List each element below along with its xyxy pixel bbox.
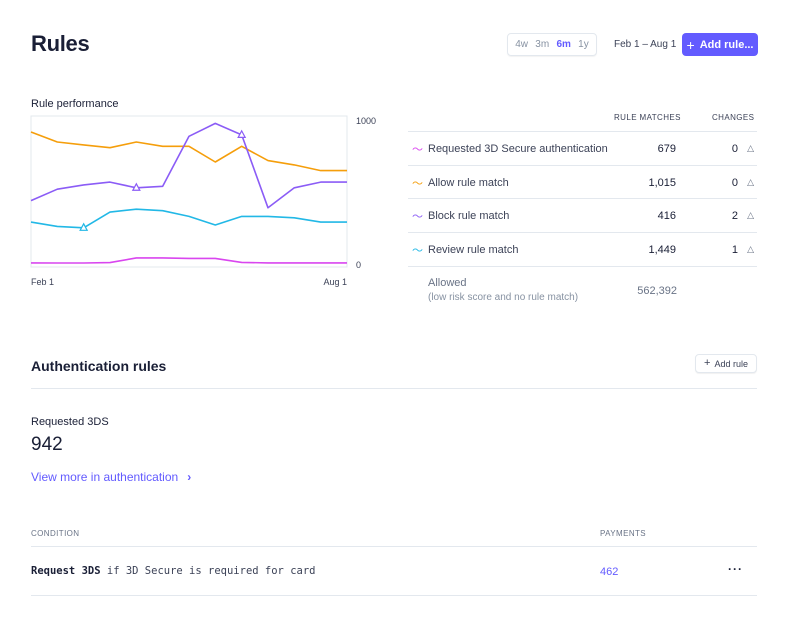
table-row[interactable]: 〜 Requested 3D Secure authentication 679… bbox=[408, 132, 757, 165]
trend-line-icon: 〜 bbox=[412, 177, 423, 190]
plus-icon: + bbox=[686, 36, 695, 53]
table-divider bbox=[31, 546, 757, 547]
col-condition: CONDITION bbox=[31, 529, 80, 538]
rule-condition[interactable]: Request 3DS if 3D Secure is required for… bbox=[31, 565, 316, 577]
delta-triangle-icon: △ bbox=[747, 244, 754, 254]
add-auth-rule-label: Add rule bbox=[714, 358, 748, 369]
table-divider bbox=[408, 198, 757, 199]
row-label: Requested 3D Secure authentication bbox=[428, 142, 608, 155]
series-line bbox=[30, 122, 347, 209]
row-changes: 1 bbox=[731, 243, 738, 256]
allowed-title: Allowed bbox=[428, 277, 467, 289]
row-matches: 416 bbox=[657, 209, 676, 222]
add-auth-rule-button[interactable]: + Add rule bbox=[695, 354, 757, 373]
rule-condition-text: if 3D Secure is required for card bbox=[106, 565, 316, 577]
range-6m-button[interactable]: 6m bbox=[556, 39, 571, 50]
row-matches: 1,449 bbox=[648, 243, 676, 256]
table-divider bbox=[408, 232, 757, 233]
rule-performance-chart: 1000 0 Feb 1 Aug 1 bbox=[30, 115, 376, 287]
date-range-picker[interactable]: Feb 1 – Aug 1 bbox=[614, 39, 677, 50]
range-4w-button[interactable]: 4w bbox=[515, 39, 529, 50]
add-rule-button[interactable]: + Add rule... bbox=[682, 33, 758, 56]
row-changes: 0 bbox=[731, 176, 738, 189]
chart-frame bbox=[30, 115, 348, 268]
delta-triangle-icon: △ bbox=[747, 177, 754, 187]
delta-triangle-icon: △ bbox=[747, 210, 754, 220]
table-divider bbox=[408, 131, 757, 132]
plus-icon: + bbox=[704, 357, 711, 369]
y-tick-label: 1000 bbox=[356, 116, 376, 126]
change-marker[interactable] bbox=[79, 222, 89, 231]
range-3m-button[interactable]: 3m bbox=[535, 39, 550, 50]
series-line bbox=[30, 131, 347, 172]
allowed-subtitle: (low risk score and no rule match) bbox=[428, 292, 579, 303]
auth-rules-title: Authentication rules bbox=[31, 358, 167, 374]
allowed-value: 562,392 bbox=[637, 285, 677, 297]
trend-line-icon: 〜 bbox=[412, 210, 423, 223]
x-tick-label: Aug 1 bbox=[323, 277, 347, 287]
chart-title: Rule performance bbox=[31, 98, 119, 110]
series-line bbox=[30, 257, 347, 264]
chevron-right-icon: › bbox=[187, 470, 192, 484]
add-rule-label: Add rule... bbox=[699, 38, 754, 51]
requested-3ds-label: Requested 3DS bbox=[31, 416, 109, 428]
row-changes: 0 bbox=[731, 142, 738, 155]
table-row[interactable]: 〜 Review rule match 1,449 1 △ bbox=[408, 233, 757, 266]
table-divider bbox=[408, 165, 757, 166]
more-dots-icon[interactable]: ··· bbox=[728, 562, 743, 576]
col-payments: PAYMENTS bbox=[600, 529, 647, 538]
range-1y-button[interactable]: 1y bbox=[578, 39, 589, 50]
col-changes: CHANGES bbox=[712, 113, 755, 122]
section-divider bbox=[31, 388, 757, 389]
x-tick-label: Feb 1 bbox=[31, 277, 54, 287]
trend-line-icon: 〜 bbox=[412, 143, 423, 156]
row-label: Allow rule match bbox=[428, 176, 509, 189]
table-divider bbox=[31, 595, 757, 596]
delta-triangle-icon: △ bbox=[747, 143, 754, 153]
table-row[interactable]: 〜 Block rule match 416 2 △ bbox=[408, 199, 757, 232]
row-matches: 679 bbox=[657, 142, 676, 155]
row-label: Review rule match bbox=[428, 243, 519, 256]
row-matches: 1,015 bbox=[648, 176, 676, 189]
page-title: Rules bbox=[31, 31, 90, 56]
y-tick-label: 0 bbox=[356, 260, 361, 270]
view-more-label: View more in authentication bbox=[31, 470, 179, 484]
change-marker[interactable] bbox=[131, 182, 141, 191]
change-marker[interactable] bbox=[237, 129, 247, 138]
rule-action: Request 3DS bbox=[31, 565, 101, 577]
rule-payments-link[interactable]: 462 bbox=[600, 566, 619, 578]
requested-3ds-count: 942 bbox=[31, 434, 63, 455]
table-divider bbox=[408, 266, 757, 267]
table-row[interactable]: 〜 Allow rule match 1,015 0 △ bbox=[408, 166, 757, 199]
trend-line-icon: 〜 bbox=[412, 244, 423, 257]
row-changes: 2 bbox=[731, 209, 738, 222]
series-line bbox=[30, 208, 347, 229]
col-rule-matches: RULE MATCHES bbox=[614, 113, 681, 122]
date-range-toggle: 4w 3m 6m 1y bbox=[507, 33, 597, 56]
view-more-link[interactable]: View more in authentication › bbox=[31, 470, 191, 484]
row-label: Block rule match bbox=[428, 209, 510, 222]
